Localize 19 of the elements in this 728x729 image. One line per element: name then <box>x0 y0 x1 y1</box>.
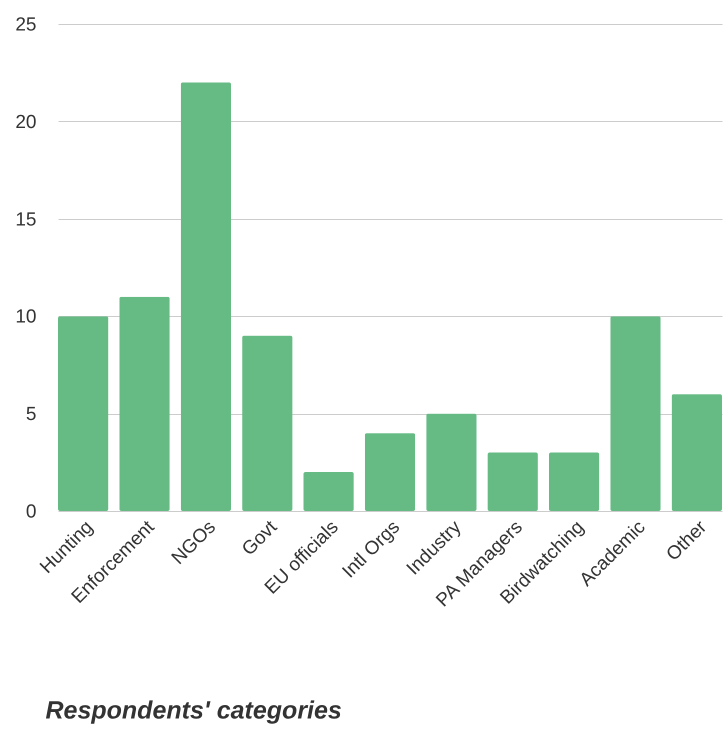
bar <box>548 452 600 511</box>
bar <box>242 336 292 511</box>
x-axis-title: Respondents' categories <box>46 696 342 724</box>
y-tick-label: 25 <box>15 14 36 36</box>
x-tick-label: Intl Orgs <box>338 516 404 582</box>
bar <box>119 296 170 511</box>
y-tick-label: 15 <box>15 209 36 230</box>
y-tick-label: 0 <box>26 502 36 522</box>
bar <box>426 414 477 511</box>
bar <box>364 433 416 511</box>
bar <box>58 316 108 511</box>
y-tick-label: 5 <box>26 404 36 426</box>
bar <box>610 316 661 511</box>
bar <box>488 452 538 511</box>
y-tick-label: 20 <box>15 112 36 133</box>
y-tick-label: 10 <box>15 306 36 328</box>
bar <box>180 82 232 511</box>
bar <box>303 472 354 511</box>
bar <box>672 394 722 511</box>
